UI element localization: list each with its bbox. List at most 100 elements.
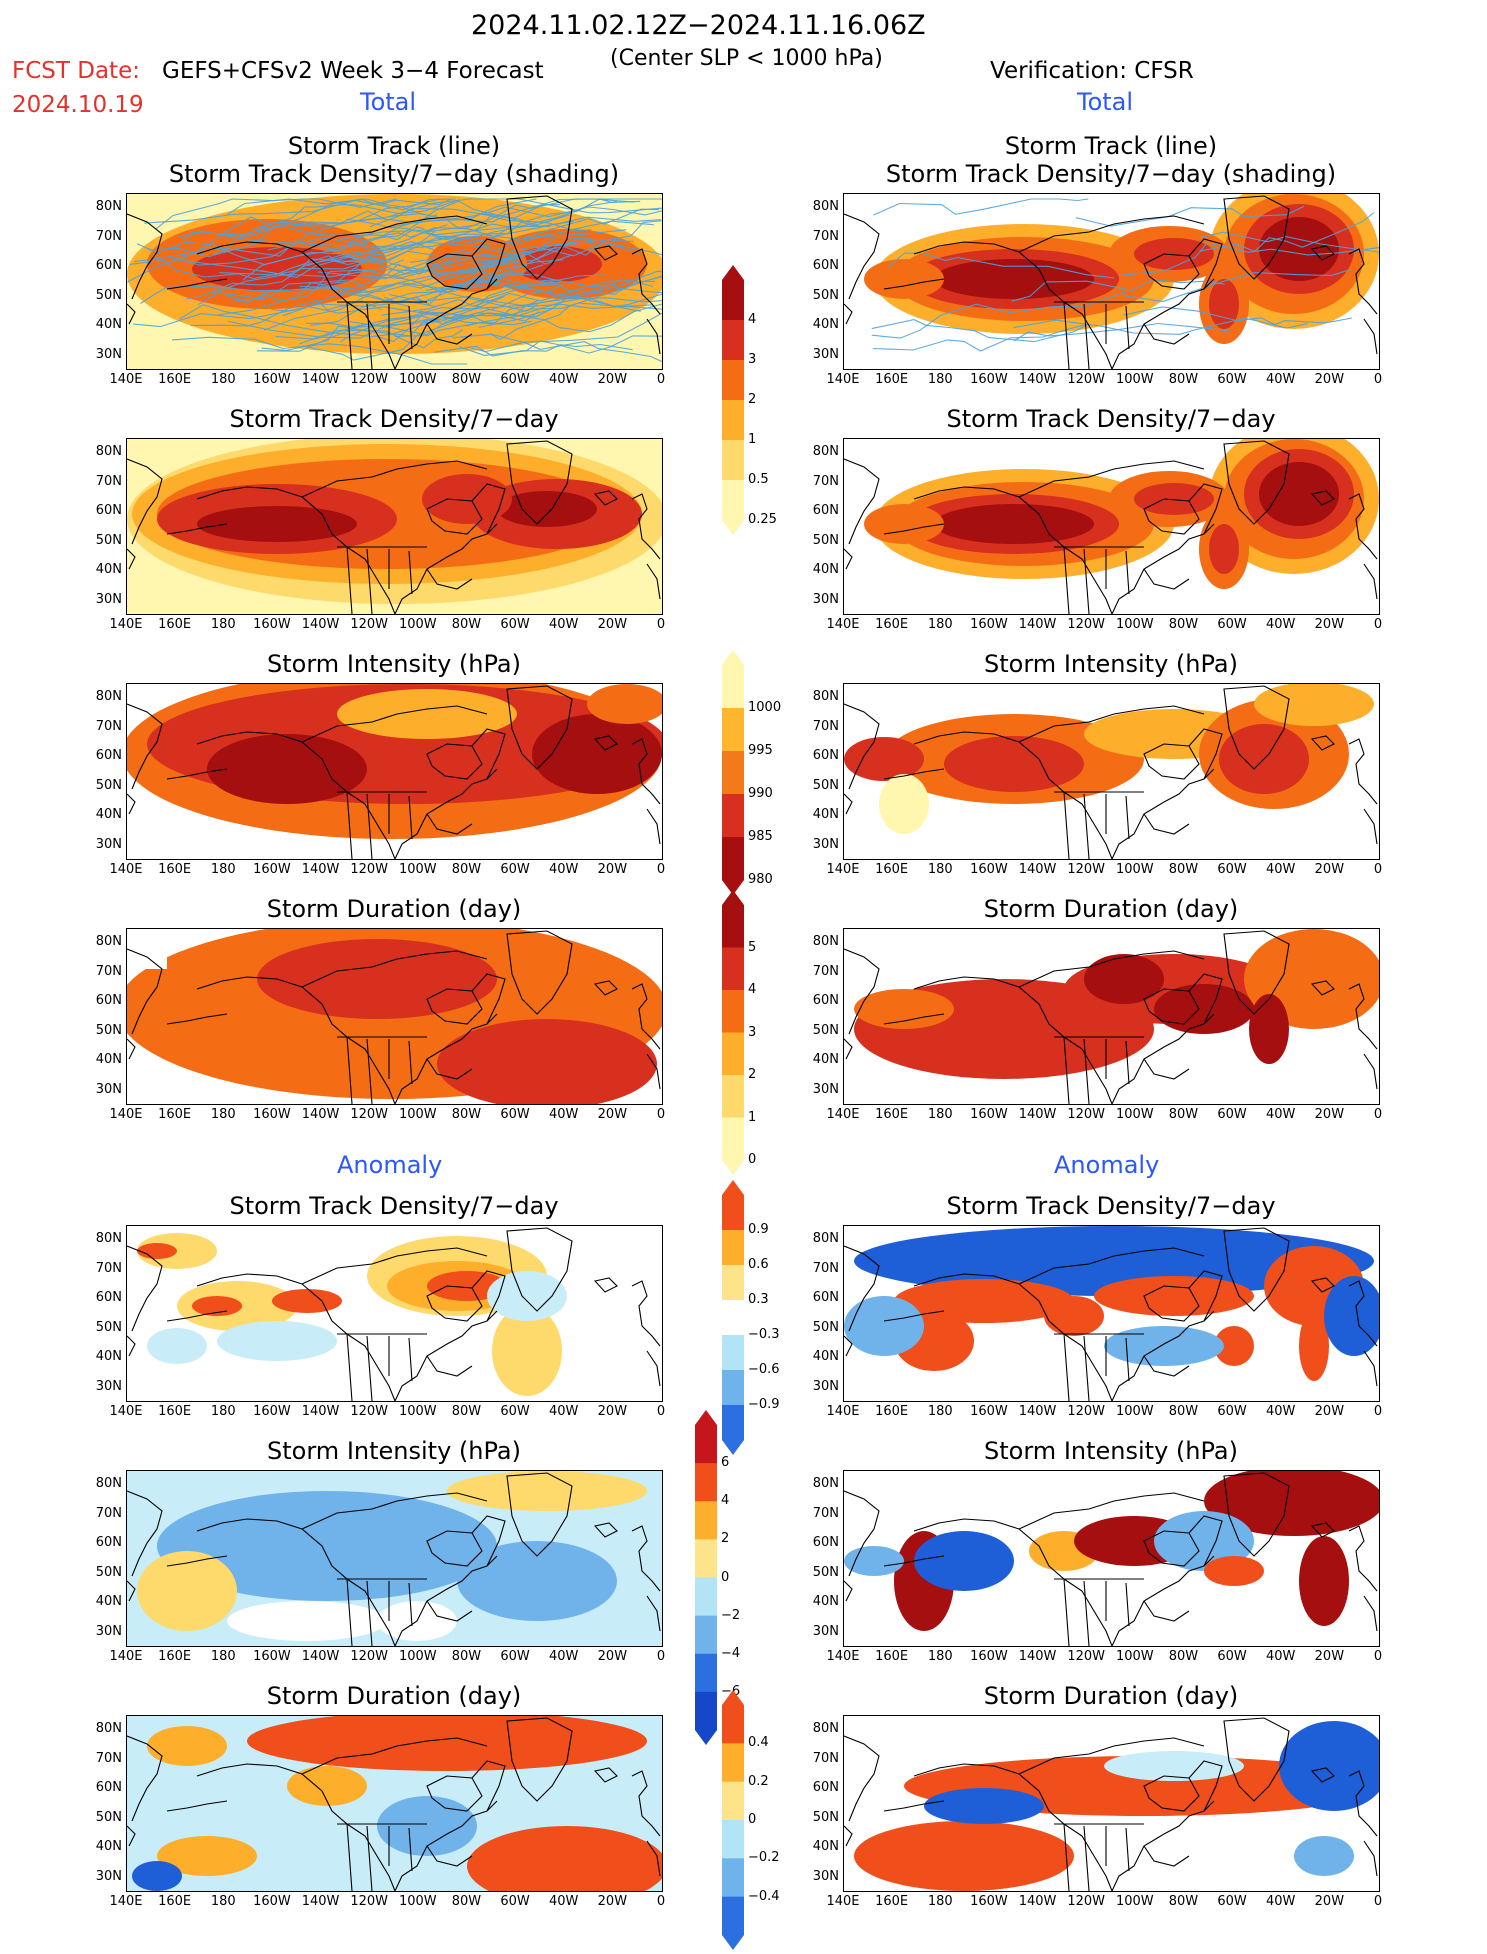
lon-tick-label: 140E xyxy=(109,1107,143,1122)
storm-track xyxy=(1120,242,1379,276)
lon-tick-label: 40W xyxy=(549,1404,579,1419)
lon-tick-label: 160E xyxy=(875,1404,909,1419)
storm-track xyxy=(437,242,640,274)
lon-tick-label: 60W xyxy=(500,1107,530,1122)
density-field xyxy=(864,504,944,544)
lat-tick-label: 70N xyxy=(95,718,122,734)
lat-tick-label: 60N xyxy=(812,993,839,1008)
anomaly-negative xyxy=(217,1321,337,1361)
anomaly-negative xyxy=(157,1491,497,1601)
lat-tick-label: 50N xyxy=(95,532,122,548)
colorbar-segment xyxy=(722,794,744,838)
lon-tick-label: 160W xyxy=(253,617,291,632)
lon-tick-label: 180 xyxy=(927,372,953,387)
verification-label: Verification: CFSR xyxy=(990,58,1194,84)
intensity-field xyxy=(337,689,517,739)
lon-tick-label: 160E xyxy=(158,1649,192,1664)
lon-tick-label: 120W xyxy=(1067,1107,1105,1122)
lat-tick-label: 80N xyxy=(812,444,839,459)
colorbar-segment xyxy=(695,1577,717,1617)
colorbar-label: 3 xyxy=(748,1024,757,1040)
storm-track xyxy=(362,216,661,250)
lon-tick-label: 60W xyxy=(500,1649,530,1664)
colorbar-label: −2 xyxy=(721,1607,741,1623)
lon-tick-label: 100W xyxy=(398,1649,437,1664)
anomaly-negative xyxy=(1324,1276,1379,1356)
colorbar-segment xyxy=(722,1781,744,1821)
section-anomaly-left: Anomaly xyxy=(337,1151,443,1179)
lon-tick-label: 100W xyxy=(398,862,437,877)
map-background-gap xyxy=(127,929,167,969)
density-anom-fcst-map xyxy=(126,1225,663,1402)
colorbar-segment xyxy=(722,1820,744,1859)
lon-tick-label: 0 xyxy=(656,372,666,387)
intensity-anom-fcst-map xyxy=(126,1470,663,1647)
lat-tick-label: 60N xyxy=(812,1290,839,1305)
anomaly-positive xyxy=(492,1306,562,1396)
lon-tick-label: 180 xyxy=(210,1894,236,1909)
lon-tick-label: 180 xyxy=(927,862,953,877)
intensity-anom-obs-map xyxy=(843,1470,1380,1647)
storm-track xyxy=(325,229,592,252)
storm-track xyxy=(213,198,424,256)
colorbar-arrow-top xyxy=(722,1690,744,1705)
lat-tick-label: 40N xyxy=(95,1839,122,1854)
intensity-field xyxy=(1254,684,1374,726)
anomaly-negative xyxy=(377,1796,477,1856)
lon-tick-label: 160W xyxy=(970,372,1008,387)
storm-track xyxy=(175,241,435,276)
storm-track xyxy=(267,225,525,251)
duration-anom-fcst-map xyxy=(126,1715,663,1892)
lat-tick-label: 30N xyxy=(812,1868,839,1884)
colorbar-label: 2 xyxy=(748,1067,757,1082)
lat-tick-label: 40N xyxy=(812,317,839,332)
colorbar-segment xyxy=(722,1117,744,1161)
colorbar-label: 4 xyxy=(721,1493,730,1509)
storm-track xyxy=(482,206,662,218)
lon-tick-label: 40W xyxy=(1266,1404,1296,1419)
lon-tick-label: 180 xyxy=(927,617,953,632)
lon-tick-label: 100W xyxy=(398,372,437,387)
colorbar-label: 4 xyxy=(748,982,757,997)
lat-tick-label: 30N xyxy=(95,1378,122,1394)
anomaly-positive xyxy=(447,1471,647,1511)
lon-tick-label: 140W xyxy=(1018,862,1057,877)
lon-tick-label: 160W xyxy=(253,1107,291,1122)
lon-tick-label: 160W xyxy=(970,1894,1008,1909)
storm-track xyxy=(474,220,662,269)
density-anom-obs-map xyxy=(843,1225,1380,1402)
colorbar-arrow-bottom xyxy=(695,1730,717,1745)
lon-tick-label: 160W xyxy=(253,1404,291,1419)
lon-tick-label: 20W xyxy=(597,1894,628,1909)
lat-tick-label: 60N xyxy=(812,1780,839,1795)
lon-tick-label: 180 xyxy=(210,1404,236,1419)
storm-track xyxy=(310,259,564,326)
colorbar-label: −0.3 xyxy=(748,1327,780,1342)
storm-track xyxy=(351,200,560,242)
lon-tick-label: 20W xyxy=(1314,617,1345,632)
colorbar-segment xyxy=(722,905,744,948)
lon-tick-label: 160W xyxy=(253,372,291,387)
anomaly-positive xyxy=(427,1271,507,1301)
lat-tick-label: 50N xyxy=(812,287,839,303)
lat-tick-label: 70N xyxy=(812,1750,839,1766)
anomaly-negative xyxy=(1104,1751,1244,1781)
lon-tick-label: 60W xyxy=(500,1404,530,1419)
lon-tick-label: 140W xyxy=(1018,1894,1057,1909)
lat-tick-label: 40N xyxy=(95,807,122,822)
density-core xyxy=(1209,524,1239,574)
lon-tick-label: 160E xyxy=(875,1107,909,1122)
storm-track-lines xyxy=(871,198,1379,352)
lat-tick-label: 70N xyxy=(812,1505,839,1521)
storm-track xyxy=(310,254,525,293)
colorbar-label: 0 xyxy=(748,1152,757,1167)
lon-tick-label: 160E xyxy=(875,617,909,632)
lon-tick-label: 140E xyxy=(109,617,143,632)
colorbar-label: 0.6 xyxy=(748,1257,769,1272)
intensity-total-fcst-map xyxy=(126,683,663,860)
lat-tick-label: 60N xyxy=(95,748,122,763)
colorbar-intensity-anom xyxy=(695,1410,717,1749)
duration-core xyxy=(437,1019,657,1104)
colorbar-arrow-bottom xyxy=(722,1160,744,1175)
colorbar-segment xyxy=(722,360,744,401)
